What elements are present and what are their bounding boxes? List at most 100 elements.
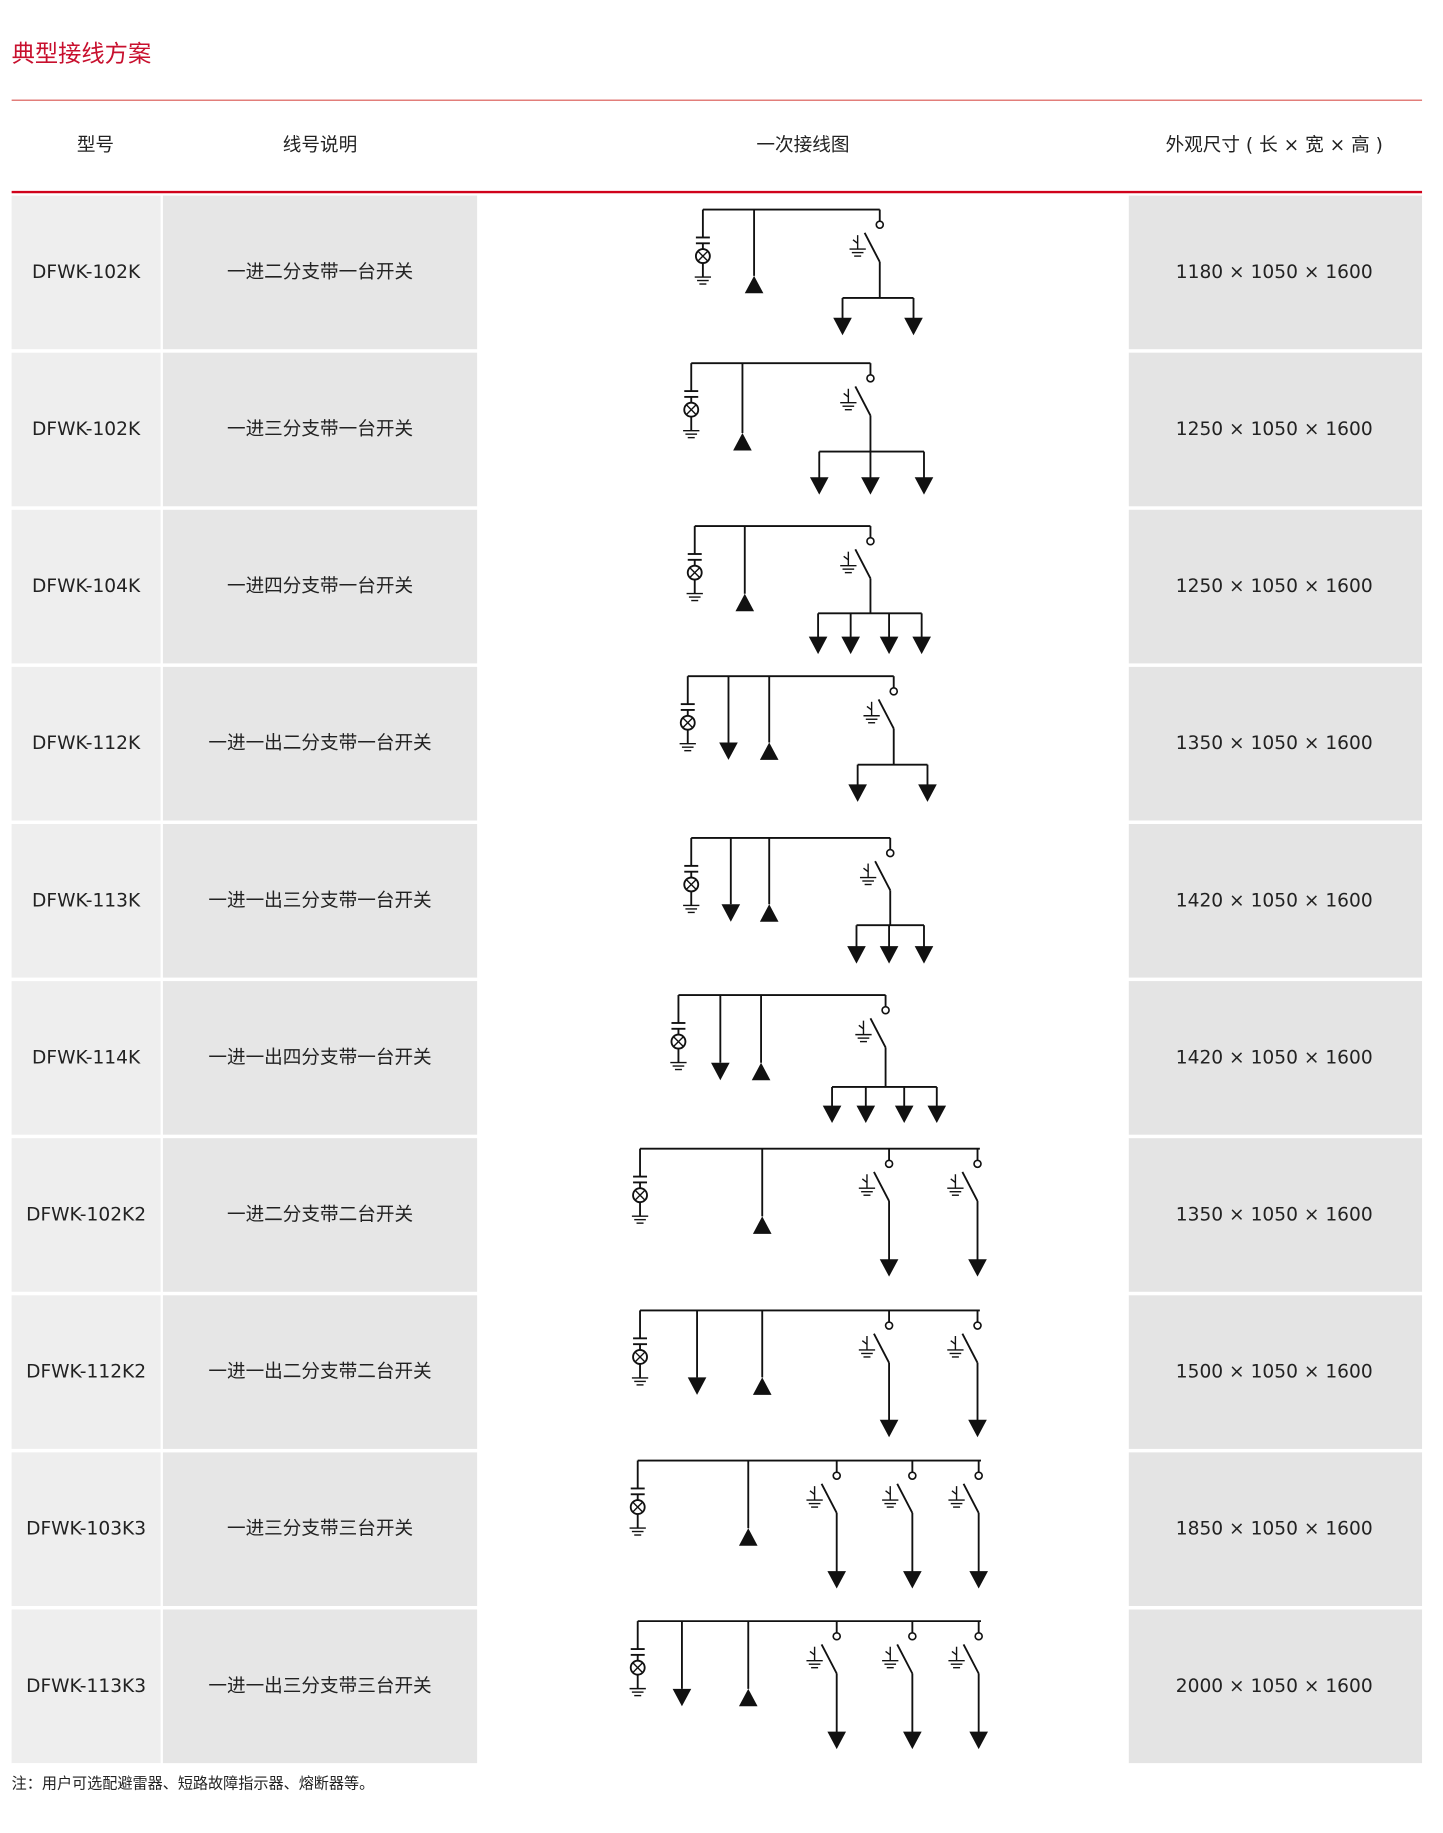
arrow-down (879, 636, 899, 655)
wire (962, 1643, 980, 1674)
wire (689, 567, 700, 578)
arrow-down (914, 946, 934, 964)
arrow-down (856, 1105, 876, 1124)
cell (162, 509, 478, 664)
cell (479, 1138, 1127, 1292)
wire (950, 1340, 956, 1345)
wire (673, 1036, 684, 1047)
arrow-down (848, 784, 867, 802)
wire (961, 1333, 979, 1364)
arrow-down (841, 636, 860, 655)
arrow-up (733, 433, 752, 451)
contact (908, 1471, 917, 1480)
description: 一进一出三分支带三台开关 (208, 1676, 431, 1697)
cell (1128, 1609, 1423, 1764)
dimensions: 1350 × 1050 × 1600 (1176, 733, 1373, 754)
dimensions: 1180 × 1050 × 1600 (1176, 262, 1373, 283)
arrow-down (903, 1731, 922, 1750)
cell (162, 1295, 478, 1449)
contact (832, 1471, 842, 1480)
description: 一进四分支带一台开关 (227, 576, 413, 597)
contact (832, 1631, 842, 1641)
contact (908, 1631, 917, 1641)
wire (962, 1483, 980, 1514)
wire (854, 386, 872, 416)
arrow-down (969, 1571, 988, 1589)
wire (843, 392, 849, 398)
arrow-up (738, 1688, 758, 1707)
wire (809, 1650, 816, 1656)
wire (951, 1650, 957, 1656)
arrow-down (672, 1688, 692, 1707)
wire (873, 1333, 890, 1364)
cell (162, 195, 478, 350)
cell (479, 1295, 1127, 1449)
header-cell: 型号 (77, 135, 114, 156)
arrow-down (879, 1259, 899, 1277)
cell (1128, 195, 1423, 350)
wire (632, 1501, 643, 1513)
model: DFWK-112K2 (26, 1362, 146, 1383)
description: 一进二分支带二台开关 (227, 1204, 413, 1225)
cell (162, 1138, 478, 1292)
wire (861, 1178, 868, 1183)
wire (896, 1643, 914, 1674)
wire (950, 1178, 956, 1183)
cell (11, 823, 161, 978)
wire (854, 548, 872, 579)
contact (881, 1005, 890, 1015)
cell (162, 352, 478, 507)
cell (11, 352, 161, 507)
contact (885, 848, 895, 858)
dimensions: 1420 × 1050 × 1600 (1176, 890, 1373, 911)
arrow-down (711, 1062, 730, 1081)
cell (1128, 1295, 1423, 1449)
arrow-down (879, 946, 899, 964)
wire (866, 705, 873, 711)
cell (479, 352, 1127, 507)
description: 一进一出二分支带二台开关 (208, 1362, 431, 1383)
cell (479, 509, 1127, 664)
description: 一进一出四分支带一台开关 (208, 1047, 431, 1068)
wire (686, 404, 697, 415)
wire (896, 1483, 914, 1514)
dimensions: 1500 × 1050 × 1600 (1176, 1362, 1373, 1383)
header-cell: 一次接线图 (756, 135, 849, 156)
cell (162, 981, 478, 1135)
description: 一进三分支带一台开关 (227, 419, 413, 440)
wire (885, 1650, 891, 1656)
cell (162, 823, 478, 978)
arrow-down (894, 1105, 914, 1124)
cell (1128, 823, 1423, 978)
cell (1128, 352, 1423, 507)
arrow-down (809, 477, 829, 495)
arrow-down (808, 636, 828, 655)
model: DFWK-102K2 (26, 1204, 146, 1225)
cell (11, 509, 161, 664)
contact (884, 1321, 894, 1330)
wire (869, 1017, 887, 1048)
wire (874, 860, 892, 891)
cell (11, 1609, 161, 1764)
arrow-down (847, 946, 866, 964)
contact (974, 1471, 983, 1480)
model: DFWK-112K (32, 733, 141, 754)
wire (809, 1490, 816, 1495)
dimensions: 1250 × 1050 × 1600 (1176, 419, 1373, 440)
contact (884, 1159, 894, 1169)
arrow-up (738, 1528, 758, 1546)
arrow-down (833, 317, 852, 336)
cell (1128, 666, 1423, 821)
cell (162, 1609, 478, 1764)
arrow-down (914, 477, 934, 495)
arrow-down (969, 1731, 988, 1750)
arrow-down (912, 636, 931, 655)
cell (479, 666, 1127, 821)
cell (11, 666, 161, 821)
wire (877, 699, 895, 729)
dimensions: 1350 × 1050 × 1600 (1176, 1204, 1373, 1225)
arrow-down (918, 784, 937, 802)
arrow-down (719, 742, 738, 760)
